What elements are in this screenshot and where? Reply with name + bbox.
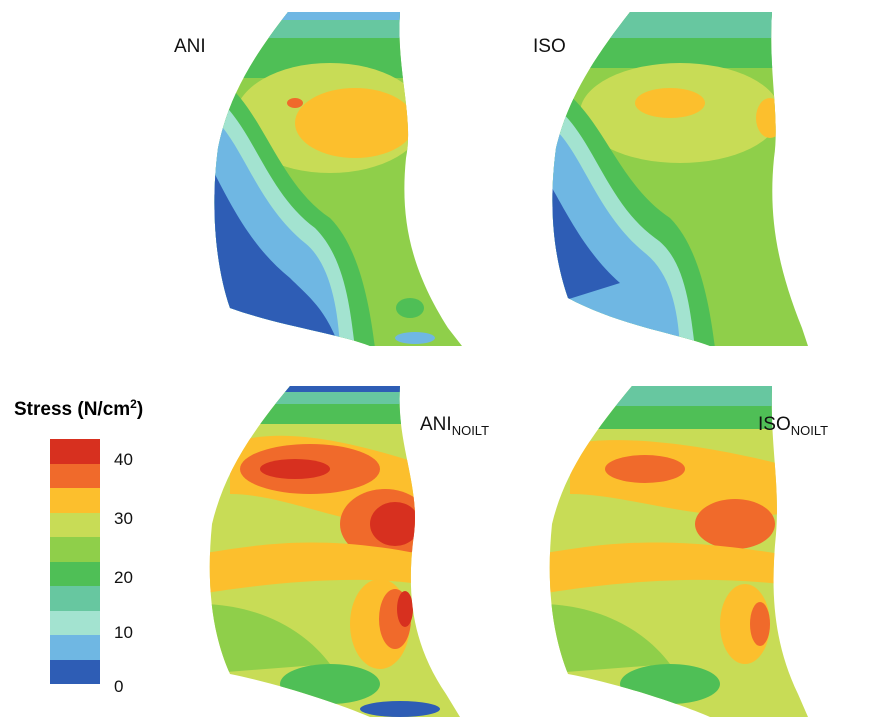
legend-tick-20: 20 — [114, 568, 133, 587]
legend-tick-10: 10 — [114, 623, 133, 642]
legend-swatch — [50, 463, 100, 488]
contour-panel-iso — [540, 8, 810, 348]
legend-swatch — [50, 488, 100, 513]
stress-contour-map-ani — [214, 12, 462, 346]
panel-label-iso: ISO — [533, 36, 566, 57]
stress-contour-map-iso-noilt — [549, 386, 808, 717]
legend-swatch — [50, 537, 100, 562]
stress-contour-map-ani-noilt — [209, 386, 460, 717]
legend-swatch — [50, 586, 100, 611]
stress-contour-map-iso — [552, 12, 808, 346]
contour-panel-iso-noilt — [540, 384, 810, 717]
panel-label-ani-noilt: ANINOILT — [420, 414, 490, 438]
legend-tick-0: 0 — [114, 677, 124, 696]
legend-swatch — [50, 635, 100, 660]
contour-panel-ani — [200, 8, 470, 348]
contour-panel-ani-noilt — [200, 384, 470, 717]
legend-title: Stress (N/cm2) — [14, 397, 144, 420]
legend-tick-30: 30 — [114, 509, 133, 528]
legend-swatch — [50, 610, 100, 635]
legend-swatch — [50, 439, 100, 464]
stress-legend: Stress (N/cm2) 40 30 20 10 0 — [8, 385, 198, 705]
legend-color-bar — [50, 439, 100, 684]
legend-swatch — [50, 561, 100, 586]
legend-tick-40: 40 — [114, 450, 133, 469]
panel-label-iso-noilt: ISONOILT — [758, 414, 829, 438]
legend-swatch — [50, 659, 100, 684]
panel-label-ani: ANI — [174, 36, 206, 57]
legend-swatch — [50, 512, 100, 537]
